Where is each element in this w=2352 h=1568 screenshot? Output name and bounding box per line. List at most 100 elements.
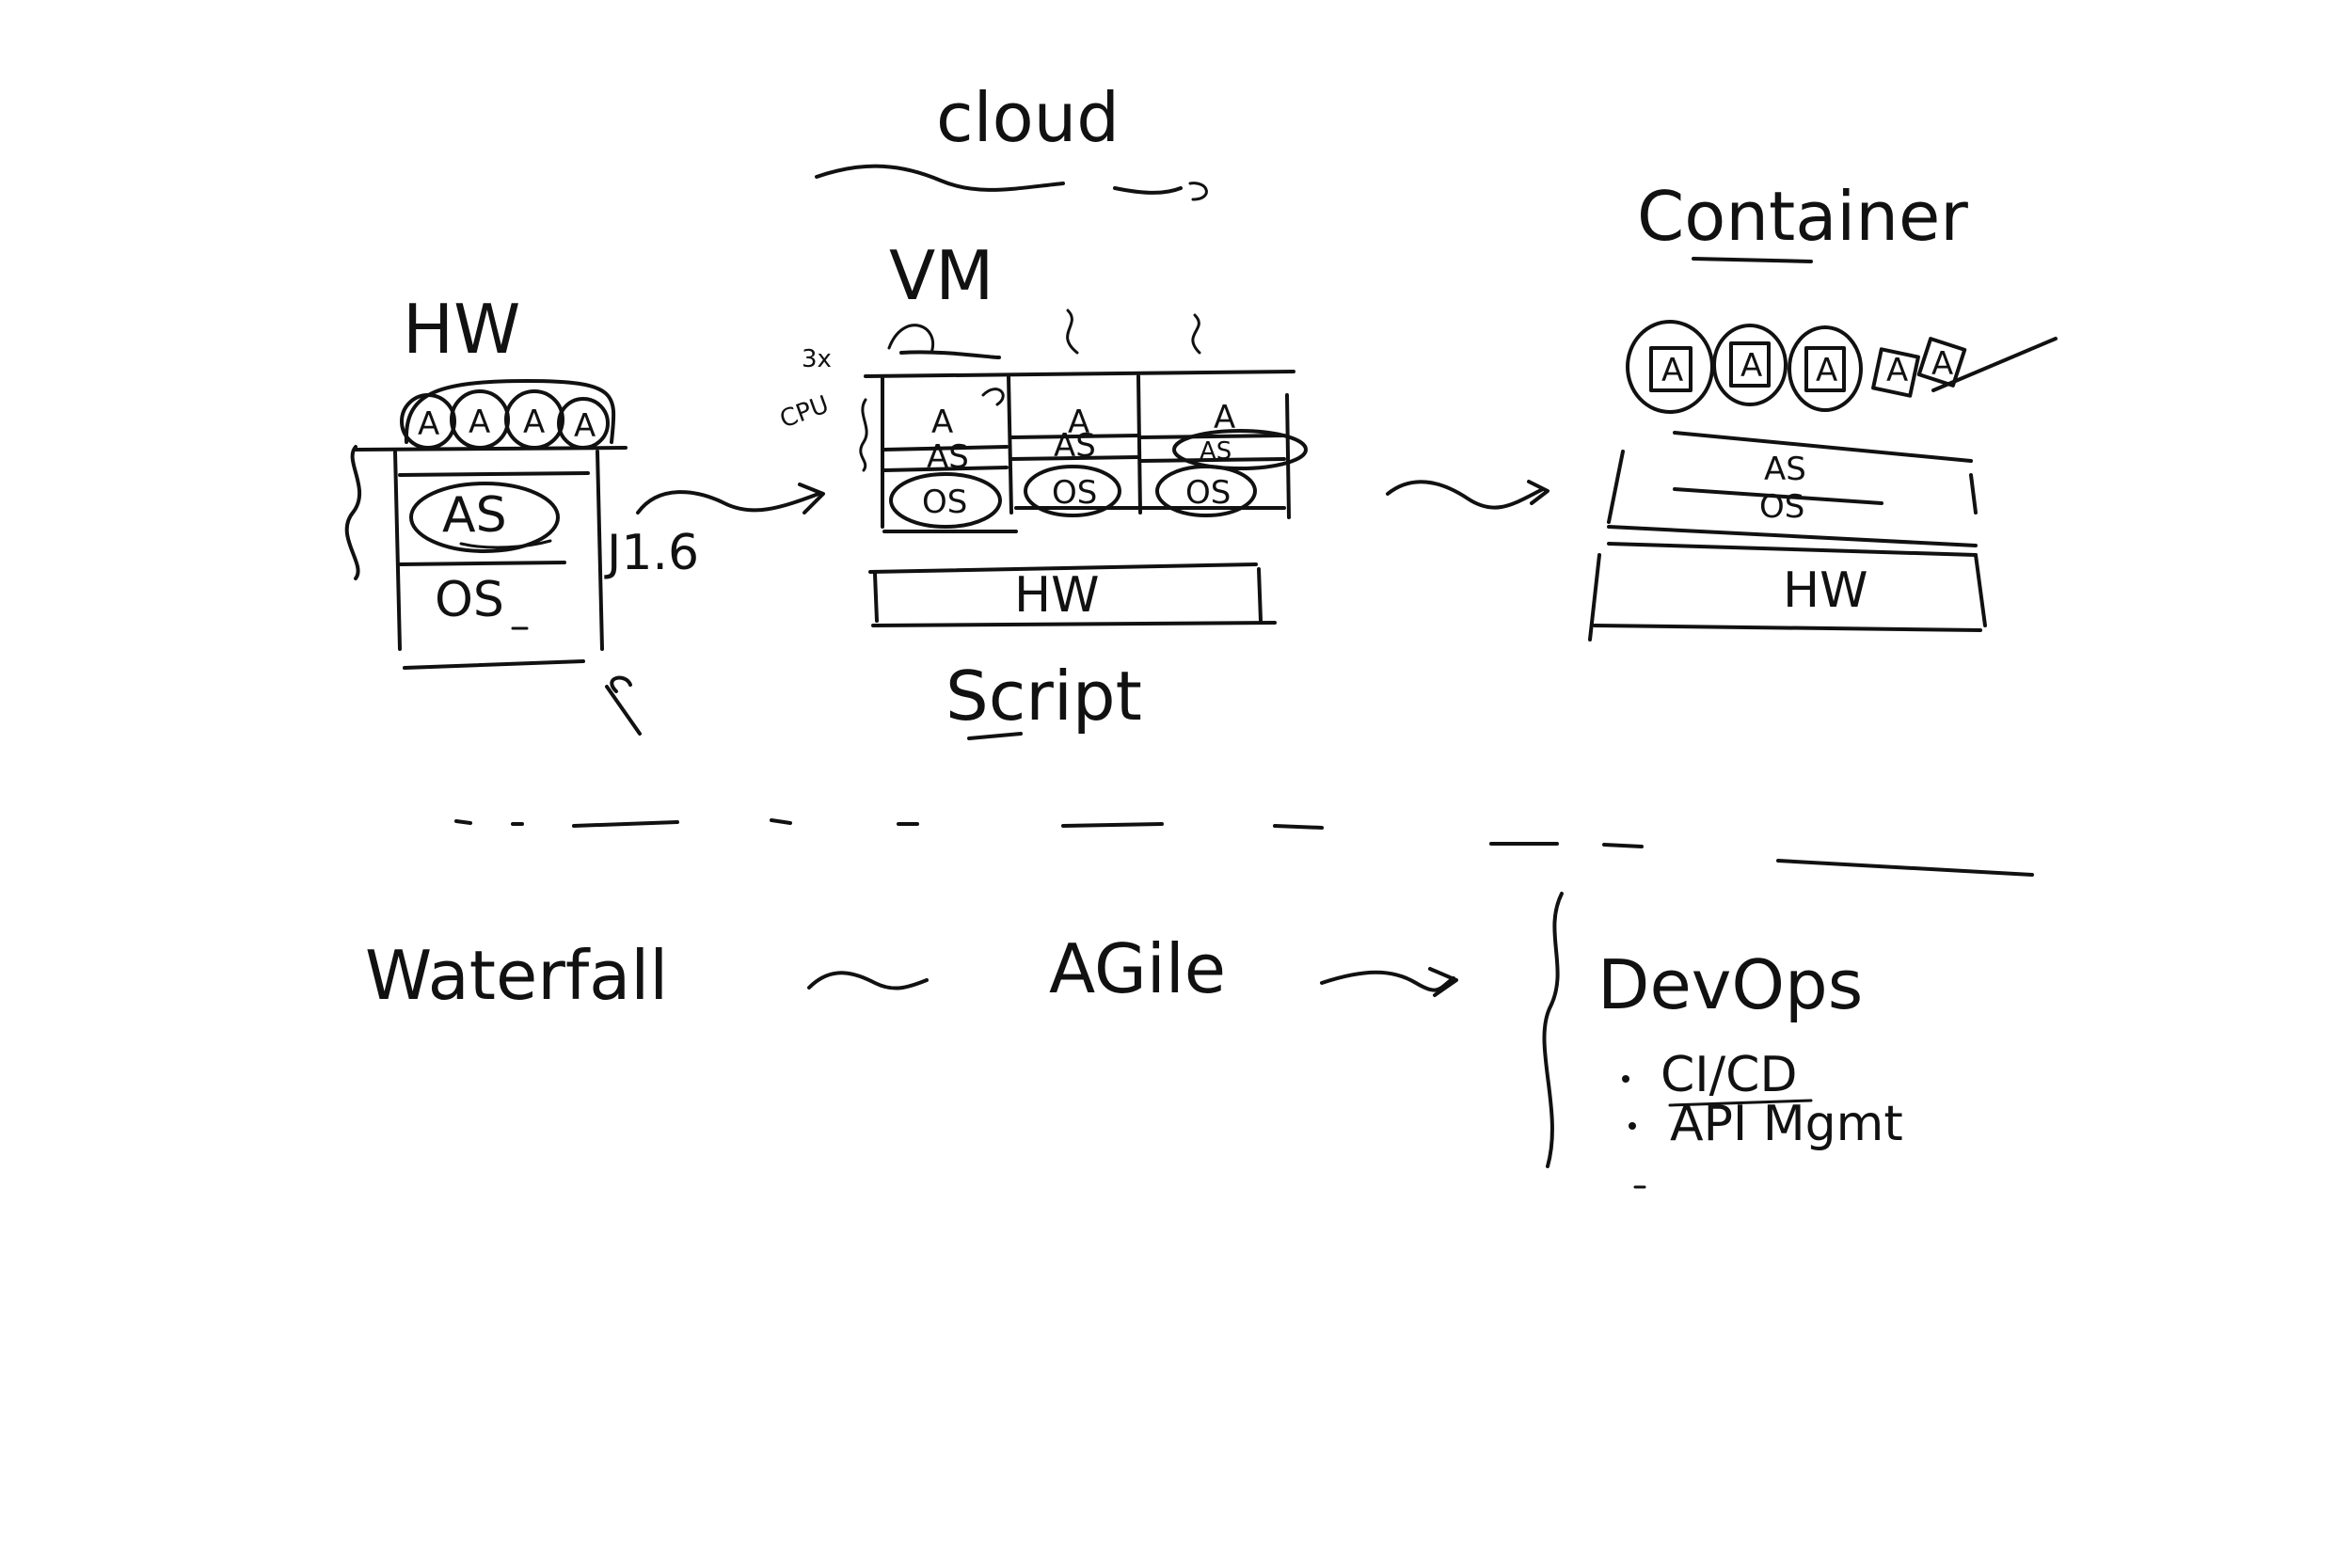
vm-col3-right (1285, 393, 1291, 519)
devops-item: CI/CD (1661, 1047, 1798, 1103)
hw-app-row: A A A A (400, 379, 616, 450)
container-app-label: A (1931, 345, 1953, 383)
hw-as-arrow (459, 539, 552, 549)
vm-left-brace (859, 398, 868, 472)
container-app-label: A (1816, 352, 1837, 389)
script-underline (967, 732, 1023, 740)
hw-app-label: A (418, 405, 439, 443)
container-app-box (1804, 346, 1846, 392)
vm-os-oval (1155, 465, 1257, 517)
hw-as-oval (409, 482, 560, 553)
vm-divider (1009, 455, 1140, 461)
hw-app-row-outline (404, 379, 616, 444)
container-app-box (1871, 347, 1920, 398)
container-hw-label: HW (1783, 562, 1868, 619)
hw-app-label: A (469, 404, 490, 441)
dash (1602, 843, 1644, 848)
vm-os-label: OS (1052, 474, 1097, 512)
arrow-vm-to-container-head (1527, 480, 1549, 505)
vm-os-oval (889, 472, 1002, 529)
devops-label: DevOps (1597, 945, 1863, 1024)
container-hw-top (1607, 542, 1978, 557)
vm-app-label: A (931, 404, 953, 441)
devops-item: API Mgmt (1670, 1096, 1903, 1152)
vm-hw-top (868, 562, 1258, 574)
vm-os-label: OS (1185, 474, 1231, 512)
arrow-agile-to-devops-head (1428, 967, 1458, 997)
container-hw-left (1588, 553, 1601, 641)
vm-app-label: A (1068, 404, 1089, 441)
cloud-underline-tail (1113, 186, 1183, 195)
vm-hw-left (873, 572, 879, 623)
container-app-box (1649, 346, 1692, 392)
container-app-bubble (1712, 324, 1788, 406)
container-hw-right (1974, 553, 1987, 627)
arrow-waterfall-to-agile (807, 971, 929, 990)
hw-right-edge (596, 450, 604, 651)
vm-stack: A AS OS A AS OS A AS OS HW (859, 350, 1308, 627)
devops-brace (1542, 892, 1564, 1168)
vm-col-divider (1136, 374, 1142, 515)
container-underline (1692, 257, 1813, 263)
container-as-label: AS (1764, 451, 1806, 488)
dash (1273, 824, 1324, 830)
hw-scribble-mark (605, 675, 642, 736)
arrow-vm-to-container (1386, 480, 1545, 510)
container-slash (1931, 337, 2058, 392)
bullet (1629, 1122, 1636, 1130)
dash (1061, 822, 1164, 828)
vm-hw-label: HW (1014, 567, 1100, 624)
dashed-separator (454, 818, 2034, 877)
vm-divider (882, 445, 1009, 451)
vm-hw-right (1257, 567, 1263, 623)
vm-divider (1138, 434, 1286, 439)
vm-top-scribble (899, 350, 1001, 359)
vm-os-oval (1024, 465, 1121, 517)
vm-as-oval (1172, 429, 1308, 470)
container-os-label: OS (1759, 488, 1804, 526)
vm-col-divider (1007, 374, 1013, 515)
arrow-hw-to-vm-head (798, 483, 825, 515)
script-label: Script (946, 657, 1142, 736)
container-title: Container (1637, 177, 1968, 256)
hw-os-divider (398, 561, 566, 566)
container-app-label: A (1886, 352, 1908, 389)
hw-os-label: OS (435, 572, 504, 628)
vm-side-note: 3x (802, 345, 832, 373)
vm-pointer (1191, 313, 1201, 355)
waterfall-label: Waterfall (365, 936, 668, 1015)
dash (572, 820, 679, 828)
vm-hw-bottom (871, 621, 1277, 627)
container-app-bubble (1626, 320, 1714, 414)
vm-pointer (887, 324, 935, 355)
container-right-edge (1969, 473, 1978, 515)
container-os-bottom (1607, 525, 1978, 547)
vm-app-label: A (1214, 399, 1235, 436)
cpu-label: CPU (776, 390, 833, 434)
hw-left-edge (393, 450, 402, 651)
cloud-squiggle (1188, 182, 1208, 201)
hw-app-label: A (523, 404, 545, 441)
arrow-hw-to-vm (636, 490, 820, 515)
hw-title: HW (403, 290, 520, 369)
hw-as-label: AS (442, 487, 507, 544)
dash (1776, 859, 2034, 877)
container-hw-bottom (1593, 624, 1982, 632)
container-as-divider (1673, 487, 1883, 505)
container-app-row: A A A A A (1626, 320, 1967, 414)
devops-item-underline (1668, 1099, 1813, 1107)
hw-left-brace (344, 445, 362, 580)
vm-pointer (1066, 309, 1079, 355)
container-app-box (1729, 341, 1771, 388)
devops-list: CI/CD API Mgmt (1622, 1047, 1903, 1189)
container-top-line (1673, 431, 1973, 463)
vm-divider (882, 466, 1009, 472)
hw-as-top-line (398, 471, 590, 477)
vm-os-label: OS (922, 483, 967, 521)
arrow-agile-to-devops (1320, 970, 1455, 992)
vm-ram-mark (981, 388, 1005, 406)
dash (770, 818, 792, 825)
hw-top-divider (354, 446, 628, 451)
container-stack: A A A A A AS OS HW (1588, 320, 2058, 641)
